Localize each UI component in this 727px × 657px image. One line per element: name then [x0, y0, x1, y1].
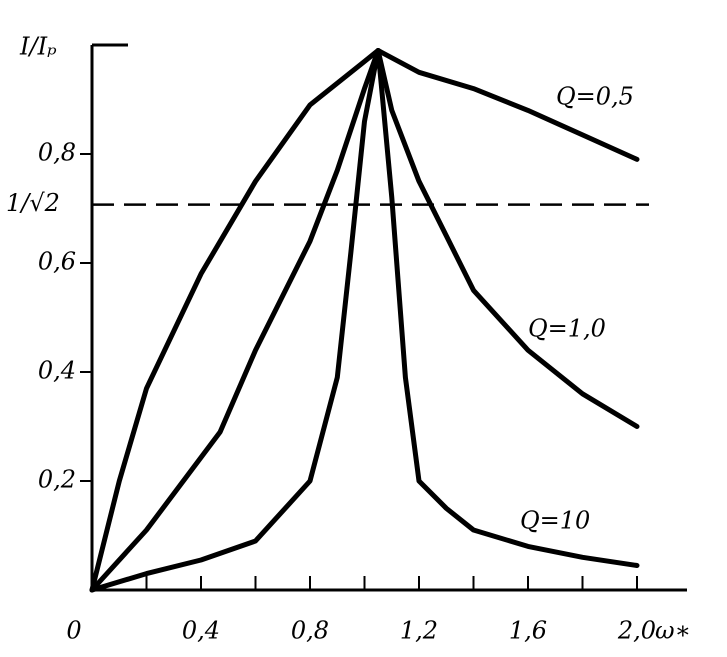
series-label: Q=10: [520, 507, 590, 535]
x-tick-label: 0,8: [291, 617, 329, 645]
y-tick-label: 0,6: [38, 248, 76, 276]
y-tick-label: 0,4: [38, 357, 76, 385]
x-tick-label: 1,6: [509, 617, 547, 645]
reference-line-label: 1/√2: [6, 189, 60, 217]
x-tick-label: 1,2: [400, 617, 438, 645]
series-label: Q=0,5: [556, 83, 634, 111]
curve: [89, 48, 640, 593]
x-tick-label: 0: [66, 617, 81, 645]
curve: [89, 48, 640, 593]
series-label: Q=1,0: [528, 315, 606, 343]
x-tick-label: 2,0: [617, 617, 656, 645]
y-tick-label: 0,2: [38, 466, 76, 494]
x-tick-label: 0,4: [182, 617, 220, 645]
x-axis-label: ω∗: [655, 617, 691, 645]
y-tick-label: 0,8: [38, 139, 76, 167]
y-axis-label: I/Iₚ: [19, 33, 57, 61]
